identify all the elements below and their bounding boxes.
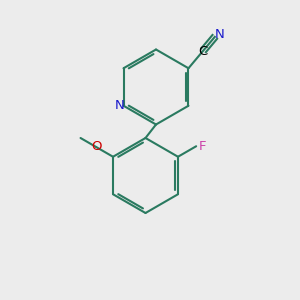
Text: N: N (115, 99, 125, 112)
Text: F: F (198, 140, 206, 153)
Text: C: C (198, 44, 208, 58)
Text: O: O (91, 140, 101, 154)
Text: N: N (215, 28, 225, 41)
